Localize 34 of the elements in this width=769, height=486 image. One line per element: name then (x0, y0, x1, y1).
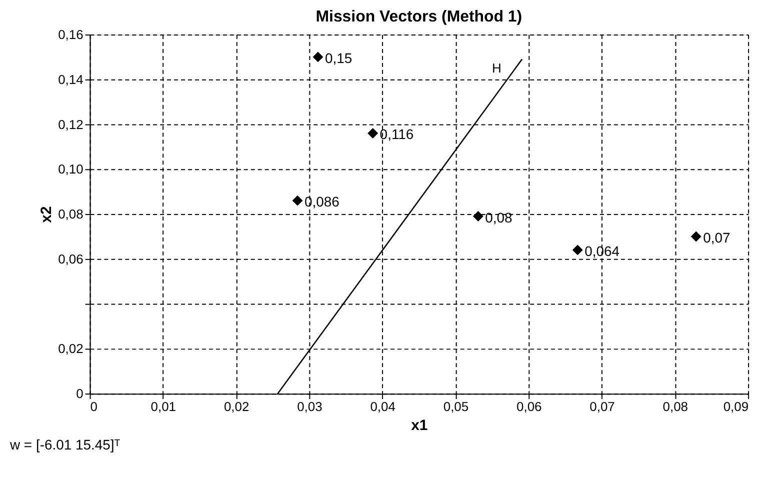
data-label: 0,064 (584, 242, 620, 259)
y-tick-label: 0,08 (58, 206, 84, 222)
y-tick-label: 0,14 (58, 72, 84, 87)
y-tick-label: 0,06 (58, 251, 84, 266)
y-tick-label: 0,02 (58, 341, 84, 356)
x-axis-title: x1 (411, 416, 428, 434)
x-tick-label: 0,03 (297, 399, 322, 414)
x-tick-label: 0 (90, 399, 98, 414)
point (292, 195, 303, 206)
y-tick-label: 0,16 (58, 26, 84, 42)
x-tick-label: 0,02 (224, 399, 250, 414)
point (572, 244, 583, 256)
y-tick-label: 0 (76, 386, 84, 402)
x-tick-label: 0,09 (723, 399, 749, 414)
x-tick-label: 0,08 (662, 399, 688, 414)
x-tick-label: 0,06 (516, 399, 542, 414)
y-tick-label: 0,12 (58, 116, 84, 132)
data-label: 0,116 (380, 126, 414, 142)
chart-title: Mission Vectors (Method 1) (316, 8, 522, 26)
annotation: H (492, 60, 502, 76)
text: w = [-6.01 15.45]ᵀ (8, 436, 120, 452)
data-label: 0,07 (703, 229, 730, 246)
x-tick-label: 0,05 (443, 399, 469, 414)
point (690, 231, 702, 242)
x-tick-label: 0,04 (370, 399, 396, 414)
x-tick-label: 0,07 (590, 399, 615, 414)
point (312, 52, 324, 62)
point (472, 211, 484, 222)
data-label: 0,086 (304, 194, 340, 210)
y-tick-label: 0,10 (58, 162, 84, 177)
data-label: 0,15 (324, 50, 352, 66)
point (368, 128, 378, 138)
y-axis-title: x2 (38, 206, 56, 223)
x-tick-label: 0,01 (150, 399, 176, 414)
